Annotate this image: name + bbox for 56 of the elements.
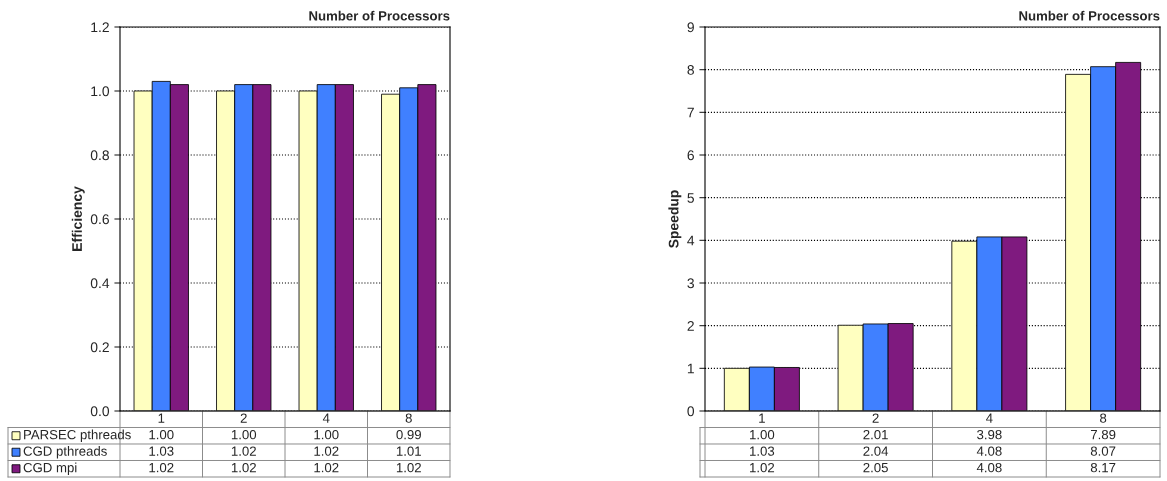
data-label: 1.02 [314,446,339,456]
category-label: 1 [158,413,165,423]
data-label: 1.02 [750,462,775,473]
data-label: 1.02 [149,462,174,473]
data-label: 1.00 [149,429,174,440]
category-label: 2 [240,413,247,423]
y-tick-label: 5 [687,193,694,203]
data-label: 1.02 [314,462,339,473]
data-label: 1.03 [149,446,174,456]
data-label: 1.02 [231,462,256,473]
y-tick-label: 9 [687,22,694,33]
data-label: 1.00 [231,429,257,440]
y-tick-label: 2 [687,321,694,331]
category-label: 2 [872,413,879,423]
data-label: 7.89 [1090,429,1116,440]
y-tick-label: 0.8 [90,150,109,161]
legend-label: PARSEC pthreads [24,429,131,442]
data-label: 1.02 [231,446,256,456]
legend-label: CGD pthreads [23,446,107,459]
x-axis-title: Number of Processors [1019,10,1160,21]
x-axis-title: Number of Processors [309,10,450,21]
data-label: 1.00 [750,429,775,440]
y-axis-title: Efficiency [71,186,85,251]
y-tick-label: 1.2 [91,22,109,33]
y-tick-label: 0 [687,406,695,417]
data-label: 1.00 [314,429,339,440]
data-label: 2.01 [863,429,888,440]
data-label: 1.02 [396,462,421,473]
data-label: 8.07 [1090,446,1116,456]
y-tick-label: 3 [687,278,694,289]
category-label: 4 [986,413,993,423]
category-label: 4 [322,413,330,423]
y-tick-label: 0.0 [90,406,110,417]
data-label: 1.01 [396,446,421,456]
data-label: 0.99 [396,429,421,440]
y-tick-label: 8 [687,65,694,75]
y-axis-title: Speedup [668,190,682,248]
legend-label: CGD mpi [23,462,77,475]
y-tick-label: 0.2 [90,342,109,353]
data-label: 8.17 [1090,462,1116,473]
y-tick-label: 0.6 [90,214,109,225]
y-tick-label: 6 [687,150,694,161]
data-label: 4.08 [976,462,1002,473]
data-label: 4.08 [976,446,1002,456]
category-label: 8 [405,413,412,423]
data-label: 3.98 [977,429,1002,440]
y-tick-label: 7 [687,107,694,118]
y-tick-label: 4 [687,235,695,246]
data-label: 1.03 [750,446,775,456]
y-tick-label: 1 [687,363,694,374]
y-tick-label: 0.4 [90,278,110,289]
category-label: 8 [1100,413,1107,423]
y-tick-label: 1.0 [91,86,110,97]
data-label: 2.05 [863,462,888,473]
category-label: 1 [759,413,765,423]
data-label: 2.04 [863,446,889,456]
